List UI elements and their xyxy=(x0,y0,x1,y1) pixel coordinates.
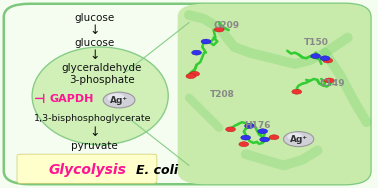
Circle shape xyxy=(260,137,270,142)
Circle shape xyxy=(284,132,314,147)
Text: Glycolysis: Glycolysis xyxy=(48,163,126,177)
Circle shape xyxy=(192,50,201,55)
Text: glucose: glucose xyxy=(74,38,115,48)
Circle shape xyxy=(107,93,125,102)
Circle shape xyxy=(324,78,334,83)
Text: Ag⁺: Ag⁺ xyxy=(110,96,128,105)
Text: GAPDH: GAPDH xyxy=(50,94,94,104)
Text: 1,3-bisphosphoglycerate: 1,3-bisphosphoglycerate xyxy=(34,114,151,123)
FancyBboxPatch shape xyxy=(4,4,370,184)
Circle shape xyxy=(226,127,235,132)
Circle shape xyxy=(241,135,251,140)
Text: ↓: ↓ xyxy=(89,49,100,62)
Text: glucose: glucose xyxy=(74,13,115,23)
Circle shape xyxy=(214,27,224,32)
Circle shape xyxy=(323,58,333,63)
Text: ↓: ↓ xyxy=(89,126,100,139)
Circle shape xyxy=(245,124,254,128)
Text: G209: G209 xyxy=(214,21,240,30)
Circle shape xyxy=(190,71,200,76)
FancyBboxPatch shape xyxy=(178,4,370,184)
Circle shape xyxy=(103,92,135,108)
Text: T150: T150 xyxy=(304,38,329,47)
Text: Ag⁺: Ag⁺ xyxy=(290,135,308,144)
FancyBboxPatch shape xyxy=(17,154,157,183)
Circle shape xyxy=(311,54,321,58)
Circle shape xyxy=(269,135,279,140)
Circle shape xyxy=(239,142,249,147)
Text: H176: H176 xyxy=(244,121,270,130)
Ellipse shape xyxy=(32,47,168,145)
Text: T208: T208 xyxy=(210,90,235,99)
Text: pyruvate: pyruvate xyxy=(71,141,118,151)
Text: C149: C149 xyxy=(319,79,345,88)
Text: ↓: ↓ xyxy=(89,24,100,37)
Circle shape xyxy=(186,74,196,79)
Circle shape xyxy=(201,39,211,44)
Text: glyceraldehyde: glyceraldehyde xyxy=(62,63,142,73)
Text: E. coli: E. coli xyxy=(136,164,178,177)
Text: ⊣: ⊣ xyxy=(34,93,45,106)
Circle shape xyxy=(258,129,268,134)
Text: 3-phosphate: 3-phosphate xyxy=(69,75,135,85)
Circle shape xyxy=(292,89,302,94)
Circle shape xyxy=(320,56,330,61)
Circle shape xyxy=(287,133,302,140)
